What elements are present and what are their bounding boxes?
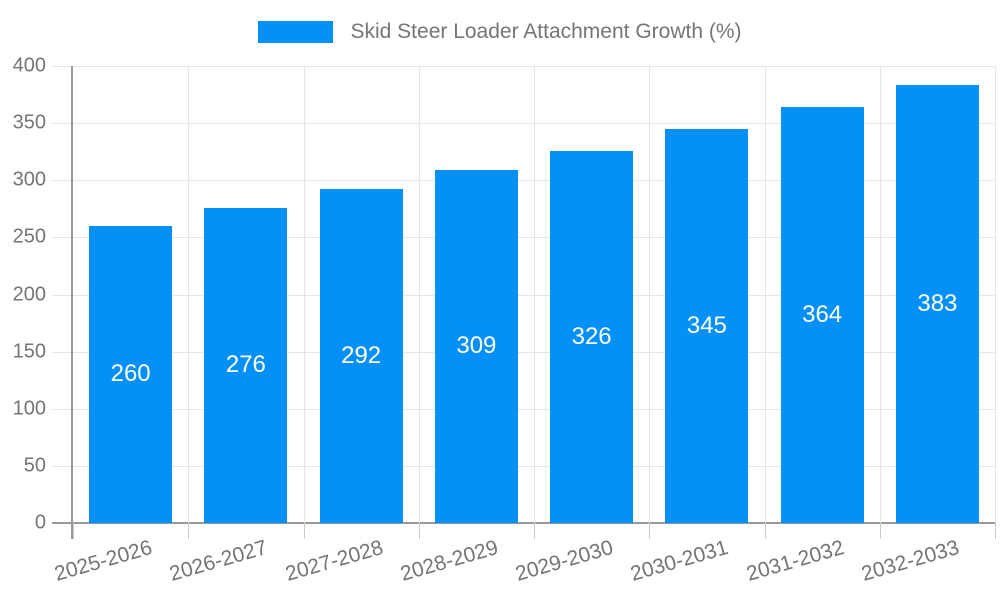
bar-value-label: 292 [341,342,382,370]
x-axis-tick [418,523,420,539]
y-tick-label: 300 [12,168,46,191]
bar-value-label: 276 [225,351,266,379]
bar-value-label: 260 [110,360,151,388]
gridline-vertical [879,66,881,523]
legend: Skid Steer Loader Attachment Growth (%) [0,20,1000,44]
bar-value-label: 345 [686,311,727,339]
x-axis-tick [649,523,651,539]
gridline-vertical [303,66,305,523]
gridline-vertical [995,66,996,523]
y-tick-label: 400 [12,54,46,77]
x-tick-label: 2027-2028 [282,536,386,586]
bar-value-label: 364 [802,301,843,329]
x-tick-label: 2029-2030 [513,536,616,586]
gridline-vertical [764,66,766,523]
gridline-horizontal [52,180,995,182]
bar-value-label: 326 [571,322,612,350]
y-tick-label: 100 [12,397,46,420]
x-tick-label: 2026-2027 [167,536,271,586]
x-tick-label: 2025-2026 [52,536,155,586]
gridline-horizontal [52,237,995,239]
x-tick-label: 2031-2032 [743,536,847,586]
gridline-horizontal [52,351,995,353]
x-axis-tick [534,523,535,539]
legend-label: Skid Steer Loader Attachment Growth (%) [350,20,742,43]
x-tick-label: 2032-2033 [858,536,962,586]
y-tick-label: 0 [34,511,46,534]
bar-2026-2027[interactable]: 276 [204,207,288,523]
y-tick-label: 250 [12,225,46,248]
gridline-horizontal [52,408,995,410]
gridline-vertical [534,66,535,523]
x-axis-tick [764,523,766,539]
y-tick-label: 150 [12,340,46,363]
x-axis-line [52,522,995,524]
x-axis-tick [188,523,190,539]
x-axis-tick [303,523,305,539]
gridline-horizontal [52,465,995,467]
gridline-horizontal [52,66,995,67]
bar-2029-2030[interactable]: 326 [550,150,634,523]
y-tick-label: 350 [12,111,46,134]
bar-value-label: 383 [917,290,958,318]
y-axis-line [71,66,73,539]
x-tick-label: 2028-2029 [397,536,501,586]
bar-2027-2028[interactable]: 292 [319,189,403,523]
legend-swatch-icon [258,21,334,43]
y-tick-label: 200 [12,283,46,305]
gridline-vertical [418,66,420,523]
bar-2028-2029[interactable]: 309 [434,169,518,523]
gridline-vertical [649,66,651,523]
x-tick-label: 2030-2031 [628,536,732,586]
legend-item[interactable]: Skid Steer Loader Attachment Growth (%) [258,20,742,44]
bar-2031-2032[interactable]: 364 [780,107,864,523]
x-axis-tick [879,523,881,539]
gridline-horizontal [52,294,995,296]
bar-2032-2033[interactable]: 383 [895,85,979,523]
x-axis-tick [73,523,74,539]
y-tick-label: 50 [23,454,46,477]
bar-value-label: 309 [456,332,497,360]
gridline-vertical [188,66,190,523]
gridline-horizontal [52,123,995,125]
bar-2025-2026[interactable]: 260 [89,225,173,523]
x-axis-tick [995,523,996,539]
bar-2030-2031[interactable]: 345 [665,128,749,523]
